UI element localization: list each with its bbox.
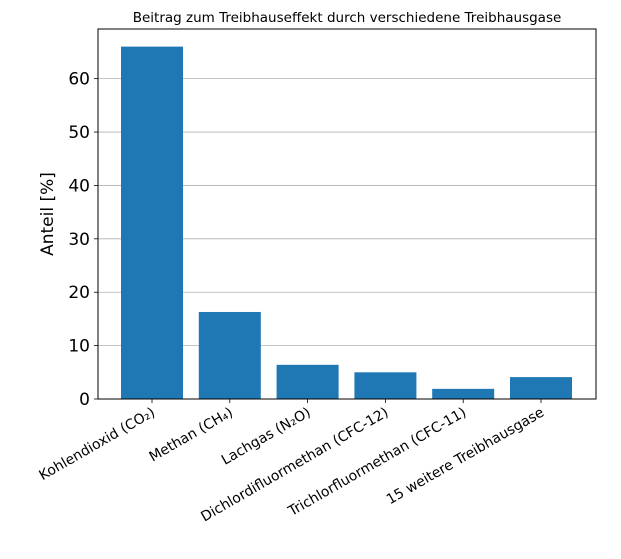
y-axis-ticks: 0 10 20 30 40 50 60: [68, 70, 98, 410]
plot-frame: [97, 28, 597, 400]
y-tick-label: 50: [68, 123, 90, 143]
bar: [276, 364, 339, 399]
bar: [198, 311, 261, 399]
y-tick-label: 40: [68, 176, 90, 196]
y-tick-label: 10: [68, 337, 90, 357]
bar: [432, 388, 495, 399]
y-tick-label: 60: [68, 70, 90, 90]
bars: [121, 46, 572, 399]
x-axis-ticks: Kohlendioxid (CO₂)Methan (CH₄)Lachgas (N…: [36, 399, 547, 525]
y-tick-label: 30: [68, 230, 90, 250]
y-tick-label: 0: [79, 390, 90, 410]
y-axis-label: Anteil [%]: [38, 172, 58, 256]
bar: [354, 372, 417, 399]
x-tick-label: Kohlendioxid (CO₂): [36, 405, 158, 484]
bar: [121, 46, 183, 399]
chart-title: Beitrag zum Treibhauseffekt durch versch…: [133, 10, 562, 26]
bar: [510, 377, 572, 399]
y-tick-label: 20: [68, 283, 90, 303]
